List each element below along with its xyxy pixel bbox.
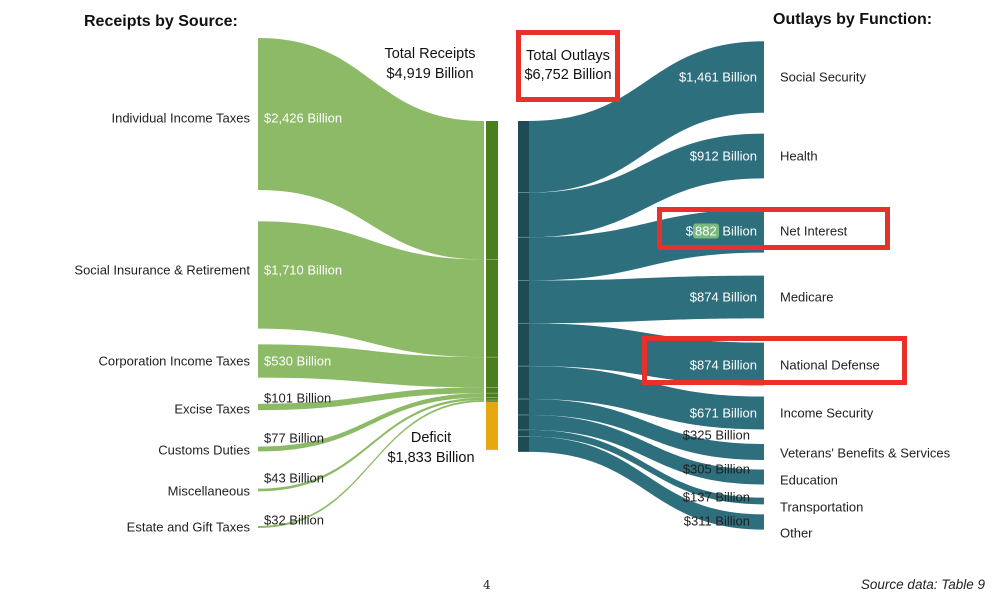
- source-note: Source data: Table 9: [860, 577, 985, 592]
- flow-outlay-transportation: [529, 429, 764, 505]
- source-value-miscellaneous: $43 Billion: [264, 470, 324, 486]
- flow-outlay-health: [529, 133, 764, 238]
- flow-outlay-education: [529, 414, 764, 485]
- receipts-header: Receipts by Source:: [84, 13, 238, 30]
- source-value-estate-and-gift-taxes: $32 Billion: [264, 512, 324, 528]
- source-label-individual-income-taxes: Individual Income Taxes: [111, 110, 250, 126]
- net-interest-annotation-box: [657, 207, 890, 250]
- function-value-net-interest: $882 Billion: [685, 223, 757, 239]
- total-receipts-title: Total Receipts: [384, 46, 476, 62]
- total-receipts-value: $4,919 Billion: [386, 66, 474, 82]
- flow-receipt-miscellaneous: [258, 397, 484, 492]
- flow-receipt-social-insurance-retirement: [258, 221, 484, 358]
- outlays-node-bar: [518, 121, 529, 452]
- function-label-income-security: Income Security: [780, 405, 874, 421]
- flow-receipt-corporation-income-taxes: [258, 344, 484, 388]
- function-label-national-defense: National Defense: [780, 357, 880, 373]
- function-value-social-security: $1,461 Billion: [678, 69, 757, 85]
- source-label-customs-duties: Customs Duties: [158, 442, 250, 458]
- total-outlays-title: Total Outlays: [526, 48, 610, 64]
- function-value-education: $305 Billion: [682, 461, 750, 477]
- deficit-node-bar: [486, 401, 498, 450]
- flow-outlay-medicare: [529, 275, 764, 324]
- flow-outlay-veterans-benefits-services: [529, 399, 764, 460]
- deficit-value: $1,833 Billion: [387, 450, 475, 466]
- value-highlight: 882: [693, 223, 719, 239]
- source-value-individual-income-taxes: $2,426 Billion: [264, 110, 343, 126]
- flow-receipt-customs-duties: [258, 393, 484, 452]
- function-value-veterans-benefits-services: $325 Billion: [682, 427, 750, 443]
- flow-outlay-other: [529, 436, 764, 530]
- function-value-income-security: $671 Billion: [689, 405, 757, 421]
- function-value-national-defense: $874 Billion: [689, 357, 757, 373]
- source-label-miscellaneous: Miscellaneous: [167, 483, 250, 499]
- function-label-medicare: Medicare: [780, 289, 834, 305]
- source-label-excise-taxes: Excise Taxes: [174, 401, 250, 417]
- source-value-social-insurance-retirement: $1,710 Billion: [264, 262, 343, 278]
- source-label-estate-and-gift-taxes: Estate and Gift Taxes: [126, 519, 250, 535]
- total-outlays-annotation-box: Total Outlays $6,752 Billion: [516, 30, 620, 102]
- deficit-label: Deficit $1,833 Billion: [368, 428, 494, 468]
- deficit-title: Deficit: [410, 430, 452, 446]
- source-value-customs-duties: $77 Billion: [264, 430, 324, 446]
- flow-outlay-income-security: [529, 366, 764, 430]
- outlays-header: Outlays by Function:: [773, 11, 933, 28]
- flow-receipt-excise-taxes: [258, 387, 484, 411]
- function-value-health: $912 Billion: [689, 148, 757, 164]
- function-label-net-interest: Net Interest: [780, 223, 848, 239]
- source-value-corporation-income-taxes: $530 Billion: [264, 353, 332, 369]
- function-value-transportation: $137 Billion: [682, 489, 750, 505]
- national-defense-annotation-box: [642, 336, 907, 385]
- function-label-transportation: Transportation: [780, 499, 864, 515]
- total-receipts-label: Total Receipts $4,919 Billion: [355, 44, 505, 84]
- source-label-corporation-income-taxes: Corporation Income Taxes: [98, 353, 250, 369]
- flow-outlay-social-security: [529, 41, 764, 193]
- function-label-social-security: Social Security: [780, 69, 866, 85]
- receipts-node-bar: [486, 121, 498, 402]
- total-outlays-value: $6,752 Billion: [524, 67, 612, 83]
- page-number: 4: [483, 578, 491, 592]
- source-value-excise-taxes: $101 Billion: [264, 390, 332, 406]
- function-value-medicare: $874 Billion: [689, 289, 757, 305]
- flow-receipt-estate-and-gift-taxes: [258, 400, 484, 529]
- function-value-other: $311 Billion: [683, 513, 750, 529]
- function-label-education: Education: [780, 472, 838, 488]
- source-label-social-insurance-retirement: Social Insurance & Retirement: [74, 262, 250, 278]
- function-label-other: Other: [780, 525, 813, 541]
- function-label-health: Health: [780, 148, 818, 164]
- function-label-veterans-benefits-services: Veterans' Benefits & Services: [780, 445, 951, 461]
- flow-receipt-individual-income-taxes: [258, 37, 484, 260]
